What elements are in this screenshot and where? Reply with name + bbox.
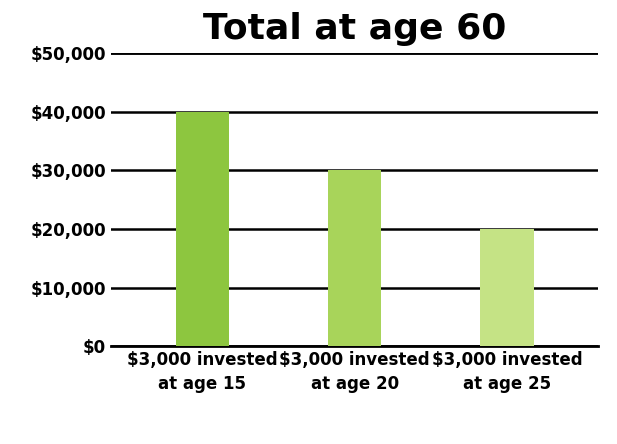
Title: Total at age 60: Total at age 60 [203, 12, 507, 46]
Bar [328, 170, 381, 346]
Bar [176, 112, 229, 346]
Bar [481, 229, 534, 346]
